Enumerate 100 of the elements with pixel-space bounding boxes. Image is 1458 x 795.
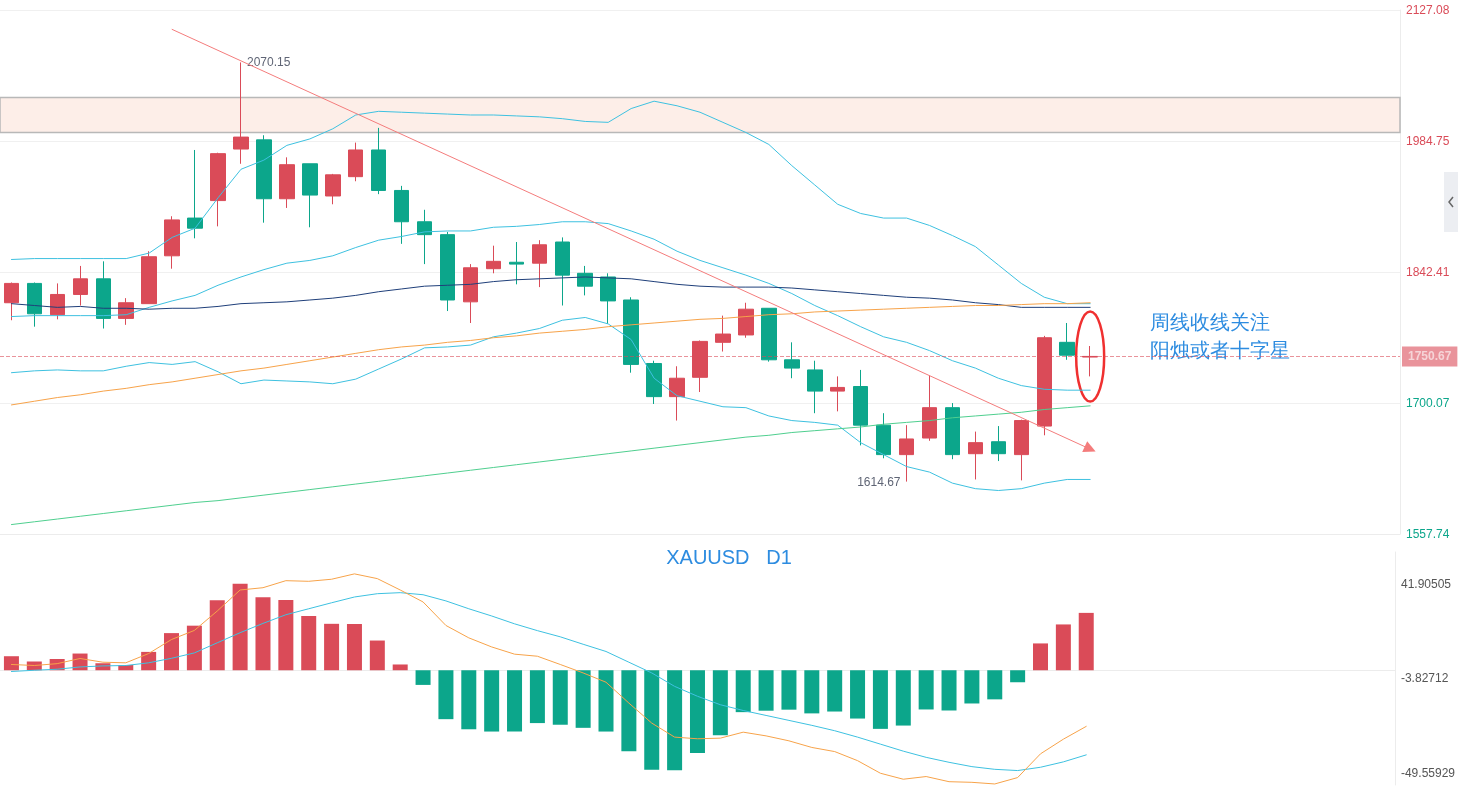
bar [735, 670, 751, 713]
y-tick-label: 1557.74 [1406, 527, 1450, 541]
chart-title: XAUUSD D1 [666, 546, 792, 568]
candlestick [646, 360, 662, 405]
annotation: 1614.67 [857, 474, 901, 489]
candlestick [73, 265, 88, 307]
y-tick-label: 41.90505 [1400, 576, 1452, 591]
bar [1055, 624, 1071, 671]
bar [301, 615, 317, 671]
candlestick [348, 142, 363, 182]
ref-line-label: 1750.67 [1408, 349, 1452, 364]
bar [3, 656, 19, 671]
candlestick [830, 375, 845, 412]
y-tick-label: 1984.75 [1406, 134, 1450, 148]
bar [941, 670, 957, 711]
bar [529, 670, 545, 724]
candlestick [738, 302, 754, 339]
line-series [10, 302, 1091, 406]
bar [758, 670, 774, 711]
candlestick [256, 134, 272, 224]
bar [850, 670, 866, 719]
bar [1010, 670, 1026, 683]
text: 阳烛或者十字星 [1150, 338, 1290, 362]
bar [804, 670, 820, 714]
bar [598, 670, 614, 732]
bar [781, 670, 797, 710]
candlestick [1082, 345, 1098, 377]
bar [232, 583, 248, 671]
candlestick [991, 425, 1006, 462]
candlestick [715, 315, 731, 353]
bar [667, 670, 683, 771]
bar [987, 670, 1003, 700]
candlestick [210, 152, 226, 227]
bar [1078, 612, 1094, 671]
candlestick [1037, 335, 1052, 436]
bar [186, 625, 202, 671]
bar [392, 664, 408, 671]
bar [209, 600, 225, 671]
candlestick [532, 239, 547, 288]
bar [918, 670, 934, 710]
candlestick [692, 339, 708, 393]
candlestick [141, 250, 157, 305]
bar [461, 670, 477, 730]
candlestick [279, 156, 295, 209]
bar [1033, 643, 1048, 671]
line-series [10, 100, 1091, 305]
candlestick [463, 263, 478, 324]
bar [621, 670, 637, 752]
bar [644, 670, 660, 770]
y-tick-label: -49.55929 [1400, 765, 1456, 780]
line-series [10, 405, 1091, 526]
candlestick [555, 236, 570, 307]
bar [369, 640, 385, 671]
bar [964, 670, 980, 704]
candlestick [440, 231, 455, 312]
y-tick-label: 2127.08 [1406, 3, 1450, 17]
candlestick [853, 369, 868, 446]
candlestick [4, 282, 19, 321]
line-series [10, 276, 1091, 310]
bar [278, 599, 294, 671]
line-series [10, 592, 1087, 772]
candlestick [1059, 322, 1075, 361]
bar [484, 670, 500, 732]
line-series [10, 316, 1091, 491]
candlestick [371, 127, 386, 195]
line-series [10, 221, 1091, 391]
bar [415, 670, 431, 685]
y-tick-label: 1700.07 [1406, 396, 1450, 410]
candlestick [922, 374, 937, 442]
candlestick [669, 365, 685, 422]
bar [507, 670, 523, 732]
candlestick [945, 402, 960, 460]
line-series [10, 573, 1087, 785]
bar [872, 670, 888, 729]
bar [324, 623, 340, 671]
candlestick [600, 272, 616, 325]
y-tick-label: -3.82712 [1400, 671, 1449, 686]
candlestick [325, 173, 341, 205]
candlestick [394, 185, 409, 245]
candlestick [623, 296, 639, 374]
candlestick [50, 282, 65, 320]
candlestick [876, 412, 891, 459]
candlestick [899, 424, 914, 483]
candlestick [302, 163, 318, 228]
bar [575, 670, 591, 728]
bar [712, 670, 728, 736]
y-tick-label: 1842.41 [1406, 265, 1450, 279]
bar [552, 670, 568, 725]
candlestick [761, 307, 777, 363]
candlestick [187, 149, 203, 239]
candlestick [784, 341, 800, 379]
candlestick [968, 431, 983, 480]
candlestick [807, 360, 823, 414]
candlestick [417, 209, 432, 265]
text: 周线收线关注 [1150, 310, 1270, 334]
bar [689, 670, 705, 754]
candlestick [96, 260, 111, 330]
bar [827, 670, 843, 712]
candlestick [509, 241, 524, 285]
candlestick [233, 61, 249, 165]
